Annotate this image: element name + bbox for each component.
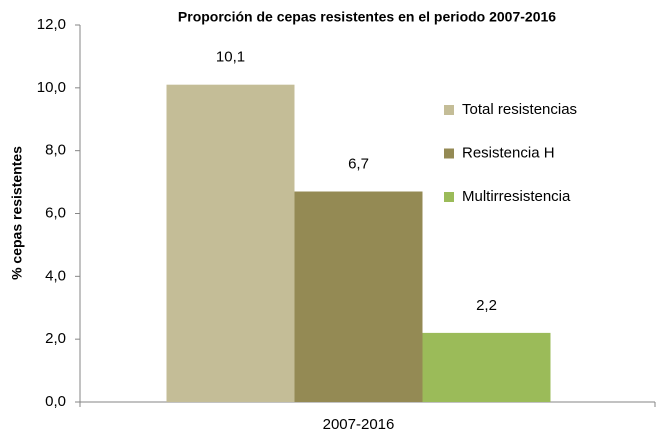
legend-swatch	[444, 105, 454, 115]
y-tick-label: 6,0	[45, 204, 66, 221]
legend-swatch	[444, 192, 454, 202]
legend-swatch	[444, 148, 454, 159]
chart-title: Proporción de cepas resistentes en el pe…	[178, 9, 556, 25]
y-tick-label: 10,0	[37, 79, 66, 96]
data-label: 10,1	[216, 49, 245, 66]
y-tick-label: 8,0	[45, 142, 66, 159]
legend-label: Total resistencias	[462, 101, 577, 118]
data-label: 6,7	[348, 155, 369, 172]
y-axis-label: % cepas resistentes	[9, 146, 25, 280]
legend-label: Resistencia H	[462, 144, 555, 161]
x-tick-label: 2007-2016	[323, 416, 395, 433]
data-label: 2,2	[476, 297, 497, 314]
y-tick-label: 0,0	[45, 393, 66, 410]
bar	[294, 191, 423, 402]
y-tick-label: 12,0	[37, 16, 66, 33]
y-tick-label: 2,0	[45, 330, 66, 347]
bar	[422, 332, 551, 402]
y-tick-label: 4,0	[45, 267, 66, 284]
legend-label: Multirresistencia	[462, 188, 571, 205]
bar	[166, 84, 295, 403]
